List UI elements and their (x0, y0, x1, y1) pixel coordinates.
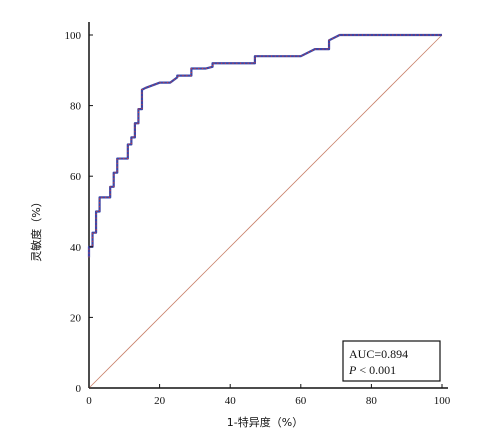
roc-curve-dots (88, 34, 442, 258)
x-tick-label: 40 (225, 395, 237, 407)
axes (88, 22, 448, 389)
auc-label: AUC=0.894 (349, 347, 408, 361)
x-axis-ticks: 0 20 40 60 80 100 (86, 384, 451, 407)
y-tick-label: 20 (70, 312, 82, 324)
y-tick-label: 100 (65, 30, 82, 42)
x-tick-label: 0 (86, 395, 92, 407)
roc-curve-line (87, 33, 442, 258)
reference-diagonal-line (88, 34, 443, 389)
x-tick-label: 100 (434, 395, 451, 407)
y-axis-title: 灵敏度（%） (29, 196, 43, 261)
y-tick-label: 40 (70, 242, 82, 254)
x-tick-label: 20 (154, 395, 166, 407)
p-symbol: P (348, 363, 357, 377)
auc-annotation-box: AUC=0.894 P < 0.001 (342, 340, 441, 382)
x-tick-label: 80 (366, 395, 378, 407)
y-axis-ticks: 0 20 40 60 80 100 (65, 30, 93, 395)
y-tick-label: 60 (70, 171, 82, 183)
y-tick-label: 80 (70, 101, 82, 113)
x-tick-label: 60 (295, 395, 307, 407)
p-value-label: P < 0.001 (348, 363, 396, 377)
x-axis-title: 1-特异度（%） (227, 415, 303, 429)
p-value-text: < 0.001 (356, 363, 396, 377)
y-tick-label: 0 (76, 383, 82, 395)
